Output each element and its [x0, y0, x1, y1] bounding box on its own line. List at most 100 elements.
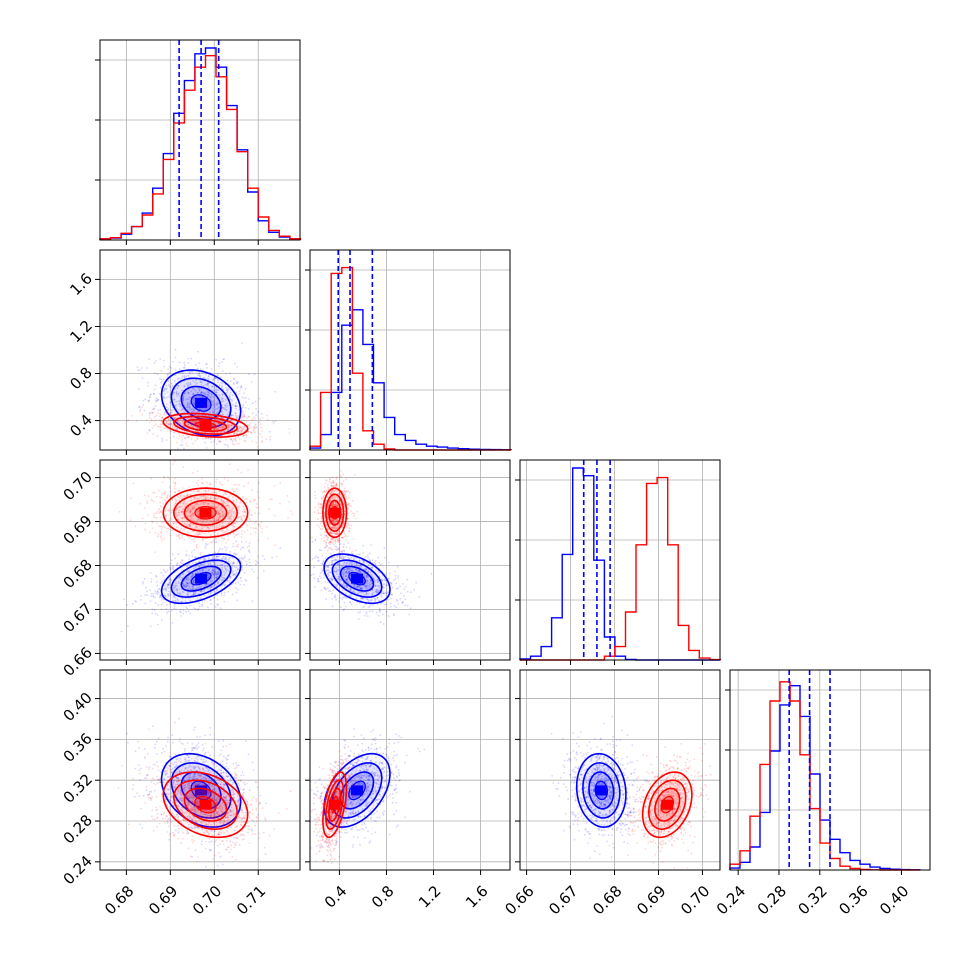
scatter-point — [259, 433, 262, 436]
scatter-point — [176, 428, 179, 431]
scatter-point — [409, 591, 412, 594]
scatter-point — [174, 491, 177, 494]
scatter-point — [188, 406, 191, 408]
scatter-point — [193, 540, 196, 543]
scatter-point — [210, 541, 213, 544]
scatter-point — [188, 558, 190, 560]
scatter-point — [207, 437, 210, 440]
scatter-point — [175, 404, 178, 406]
scatter-point — [196, 367, 199, 370]
scatter-point — [368, 606, 370, 609]
scatter-point — [187, 384, 190, 386]
scatter-point — [170, 423, 173, 425]
scatter-point — [351, 550, 354, 553]
scatter-point — [393, 604, 396, 607]
scatter-point — [198, 372, 201, 374]
scatter-point — [232, 439, 235, 441]
scatter-point — [176, 395, 179, 398]
scatter-point — [200, 392, 203, 394]
scatter-point — [246, 524, 249, 527]
scatter-point — [170, 411, 173, 414]
scatter-point — [138, 406, 140, 409]
scatter-point — [243, 583, 245, 586]
scatter-point — [200, 381, 203, 384]
scatter-point — [233, 483, 236, 486]
scatter-point — [238, 390, 241, 392]
scatter-point — [153, 516, 156, 519]
scatter-point — [146, 385, 149, 387]
scatter-point — [224, 398, 227, 401]
histogram-series_a-1 — [309, 309, 512, 451]
scatter-point — [158, 588, 161, 590]
scatter-point — [182, 400, 185, 402]
scatter-point — [251, 568, 253, 571]
scatter-point — [139, 369, 142, 371]
scatter-point — [231, 399, 234, 402]
scatter-point — [163, 498, 166, 501]
scatter-point — [239, 426, 242, 428]
peak-0-2-1 — [351, 573, 364, 584]
scatter-point — [219, 376, 222, 379]
scatter-point — [243, 414, 246, 416]
scatter-point — [227, 590, 230, 593]
scatter-point — [134, 600, 137, 602]
scatter-point — [182, 466, 185, 469]
scatter-point — [155, 516, 158, 519]
scatter-point — [218, 481, 221, 483]
scatter-point — [232, 378, 235, 381]
scatter-point — [196, 382, 199, 385]
scatter-point — [252, 429, 255, 432]
scatter-point — [204, 377, 207, 380]
scatter-point — [200, 391, 203, 393]
scatter-point — [187, 610, 190, 612]
scatter-point — [127, 625, 129, 627]
scatter-point — [176, 562, 179, 564]
scatter-point — [235, 407, 237, 410]
scatter-point — [258, 523, 260, 526]
scatter-point — [311, 557, 314, 560]
scatter-point — [187, 486, 190, 488]
scatter-point — [167, 476, 169, 478]
scatter-point — [175, 563, 178, 566]
scatter-point — [224, 404, 226, 407]
scatter-point — [245, 420, 248, 423]
scatter-point — [211, 394, 213, 396]
scatter-point — [189, 402, 192, 405]
scatter-point — [323, 540, 326, 542]
peak-0-2-0 — [195, 573, 208, 584]
scatter-point — [155, 581, 158, 583]
scatter-point — [228, 396, 231, 399]
scatter-point — [153, 500, 155, 503]
scatter-point — [148, 414, 151, 417]
scatter-point — [161, 405, 164, 407]
scatter-point — [312, 573, 315, 576]
scatter-point — [170, 367, 173, 369]
scatter-point — [161, 481, 164, 484]
scatter-point — [288, 432, 291, 435]
scatter-point — [245, 560, 247, 563]
scatter-point — [139, 598, 142, 601]
scatter-point — [167, 368, 170, 371]
scatter-point — [207, 394, 210, 397]
scatter-point — [359, 611, 362, 613]
scatter-point — [339, 543, 342, 546]
scatter-point — [179, 422, 182, 425]
scatter-point — [160, 420, 163, 422]
scatter-point — [233, 432, 236, 435]
scatter-point — [245, 396, 247, 399]
scatter-point — [347, 542, 349, 544]
scatter-point — [216, 404, 219, 406]
scatter-point — [182, 407, 185, 410]
scatter-point — [343, 601, 346, 604]
scatter-point — [258, 512, 260, 515]
scatter-point — [228, 423, 230, 426]
scatter-point — [179, 444, 182, 446]
scatter-point — [260, 412, 263, 415]
scatter-point — [240, 541, 243, 543]
scatter-point — [261, 555, 264, 557]
scatter-point — [206, 377, 209, 380]
scatter-point — [150, 477, 153, 480]
scatter-point — [181, 444, 184, 447]
scatter-point — [181, 440, 183, 443]
scatter-point — [152, 433, 155, 435]
